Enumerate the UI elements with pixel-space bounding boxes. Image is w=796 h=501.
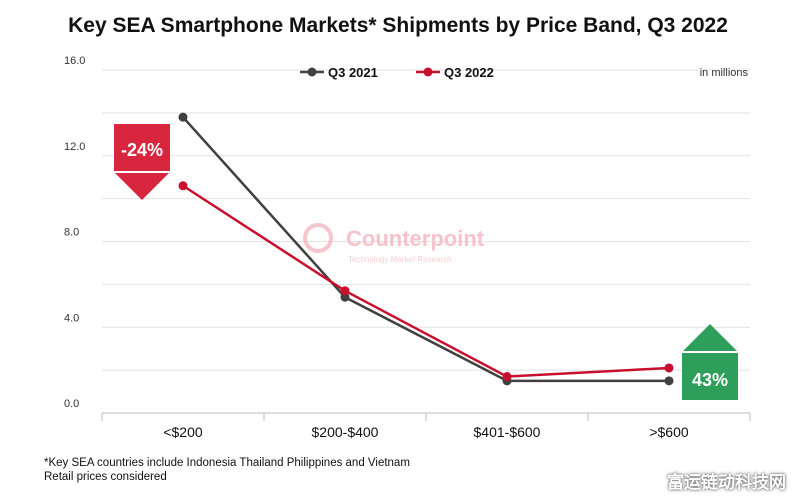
legend-marker xyxy=(307,67,317,77)
series-line xyxy=(182,184,670,378)
data-point xyxy=(502,372,512,382)
x-tick-label: $401-$600 xyxy=(474,424,541,440)
y-tick-label: 16.0 xyxy=(64,55,85,67)
increase-arrow-badge xyxy=(682,324,738,400)
decrease-percent-label: -24% xyxy=(121,140,163,160)
watermark-tagline: Technology Market Research xyxy=(348,255,452,264)
decrease-arrow-badge xyxy=(114,124,170,200)
increase-percent-label: 43% xyxy=(692,370,728,390)
watermark-brand: Counterpoint xyxy=(346,226,485,251)
footnote-countries: *Key SEA countries include Indonesia Tha… xyxy=(44,457,410,469)
series-line xyxy=(182,116,669,383)
chart-title: Key SEA Smartphone Markets* Shipments by… xyxy=(68,14,728,37)
y-tick-label: 4.0 xyxy=(64,312,79,324)
x-tick-label: >$600 xyxy=(649,424,689,440)
legend-label: Q3 2021 xyxy=(328,65,378,80)
x-tick-label: $200-$400 xyxy=(312,424,379,440)
counterpoint-logo-icon xyxy=(303,223,333,253)
unit-note: in millions xyxy=(700,67,749,79)
footnote-prices: Retail prices considered xyxy=(44,471,167,483)
footnotes: *Key SEA countries include Indonesia Tha… xyxy=(44,456,410,484)
data-point xyxy=(664,363,674,373)
data-point xyxy=(664,376,674,386)
data-point xyxy=(340,292,350,302)
legend-marker xyxy=(423,67,433,77)
y-tick-label: 0.0 xyxy=(64,398,79,410)
legend-label: Q3 2022 xyxy=(444,65,494,80)
data-point xyxy=(178,112,188,122)
y-tick-label: 8.0 xyxy=(64,227,79,239)
y-tick-label: 12.0 xyxy=(64,141,85,153)
data-point xyxy=(178,181,188,191)
site-watermark: 富运链动科技网 xyxy=(667,473,786,492)
x-tick-label: <$200 xyxy=(163,424,203,440)
data-point xyxy=(340,286,350,296)
